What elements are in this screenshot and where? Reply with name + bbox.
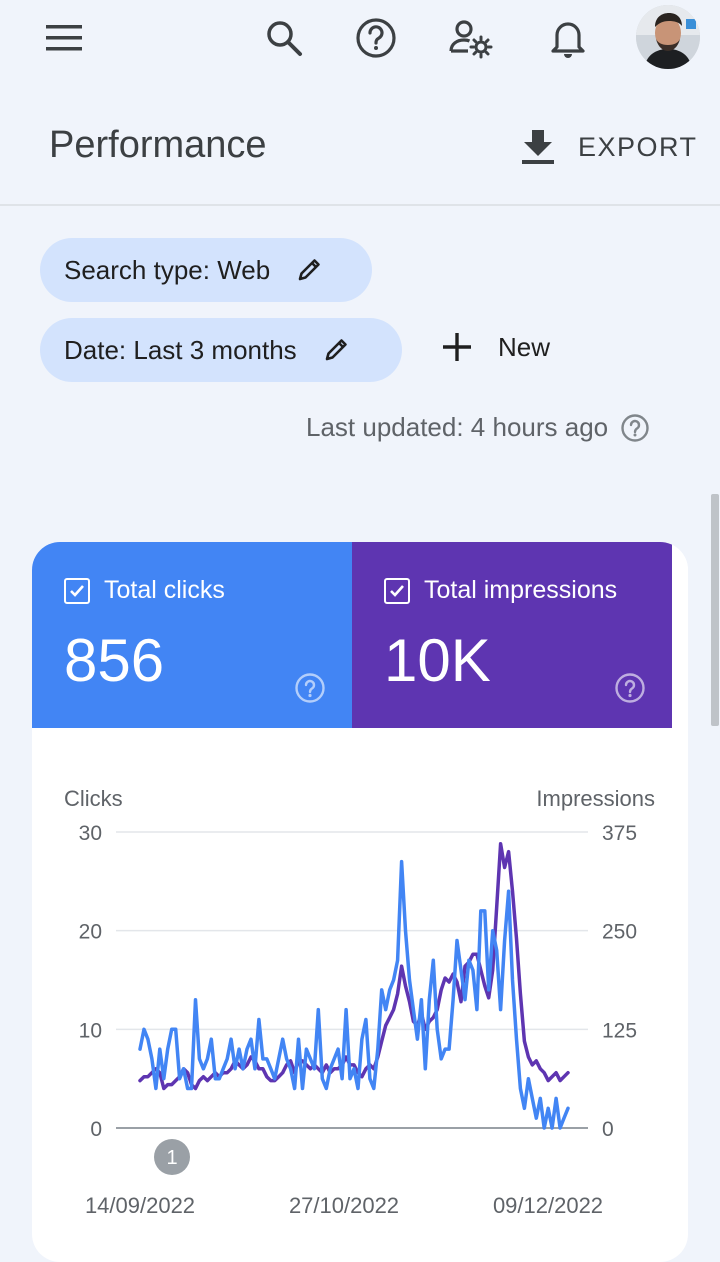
edit-pencil-icon: [325, 339, 347, 361]
search-type-chip[interactable]: Search type: Web: [40, 238, 372, 302]
search-icon[interactable]: [260, 14, 308, 62]
date-chip[interactable]: Date: Last 3 months: [40, 318, 402, 382]
help-icon[interactable]: [620, 413, 650, 443]
total-impressions-value: 10K: [384, 627, 491, 694]
right-tick-label: 250: [602, 921, 637, 944]
left-tick-labels: 30 20 10 0: [79, 822, 102, 1141]
checkbox-checked-icon[interactable]: [64, 577, 90, 604]
scrollbar[interactable]: [711, 494, 719, 726]
plus-icon: [443, 333, 471, 361]
top-app-bar: [0, 0, 720, 80]
new-filter-label: New: [498, 331, 551, 362]
left-tick-label: 0: [90, 1118, 102, 1141]
total-impressions-tile[interactable]: Total impressions 10K: [352, 542, 672, 728]
left-tick-label: 20: [79, 921, 102, 944]
date-label: Date: Last 3 months: [64, 334, 297, 365]
clicks-series-line: [138, 859, 570, 1130]
user-avatar[interactable]: [636, 5, 700, 69]
page-title: Performance: [49, 124, 267, 166]
x-tick-label: 09/12/2022: [493, 1193, 603, 1218]
bell-icon[interactable]: [544, 14, 592, 62]
last-updated-text: Last updated: 4 hours ago: [306, 412, 609, 442]
x-tick-label: 14/09/2022: [85, 1193, 195, 1218]
right-tick-label: 0: [602, 1118, 614, 1141]
total-clicks-label: Total clicks: [104, 576, 225, 604]
menu-icon[interactable]: [40, 16, 88, 60]
export-label: EXPORT: [578, 131, 698, 162]
left-tick-label: 30: [79, 822, 102, 845]
edit-pencil-icon: [298, 259, 320, 281]
right-tick-label: 375: [602, 822, 637, 845]
right-tick-labels: 375 250 125 0: [602, 822, 637, 1141]
help-icon[interactable]: [294, 672, 326, 704]
export-button[interactable]: EXPORT: [520, 128, 698, 166]
download-icon: [522, 130, 554, 164]
left-tick-label: 10: [79, 1019, 102, 1042]
search-type-label: Search type: Web: [64, 254, 271, 285]
total-clicks-value: 856: [64, 627, 165, 694]
annotation-label: 1: [166, 1147, 177, 1169]
help-icon[interactable]: [352, 14, 400, 62]
right-tick-label: 125: [602, 1019, 637, 1042]
performance-card: Total clicks 856 Total impressions 10K C…: [32, 542, 688, 1262]
total-clicks-tile[interactable]: Total clicks 856: [32, 542, 352, 728]
annotation-marker[interactable]: 1: [154, 1139, 190, 1175]
last-updated-status: Last updated: 4 hours ago: [306, 412, 650, 443]
manage-users-icon[interactable]: [446, 14, 496, 62]
impressions-series-line: [138, 842, 570, 1091]
new-filter-button[interactable]: New: [440, 330, 550, 364]
tile-spacer: [672, 542, 688, 728]
x-tick-label: 27/10/2022: [289, 1193, 399, 1218]
page-header: Performance EXPORT: [0, 80, 720, 206]
x-tick-labels: 14/09/2022 27/10/2022 09/12/2022: [85, 1193, 603, 1218]
total-impressions-label: Total impressions: [424, 576, 618, 604]
chart-series: [138, 842, 570, 1130]
right-axis-label: Impressions: [536, 786, 655, 811]
help-icon[interactable]: [614, 672, 646, 704]
checkbox-checked-icon[interactable]: [384, 577, 410, 604]
left-axis-label: Clicks: [64, 786, 123, 811]
